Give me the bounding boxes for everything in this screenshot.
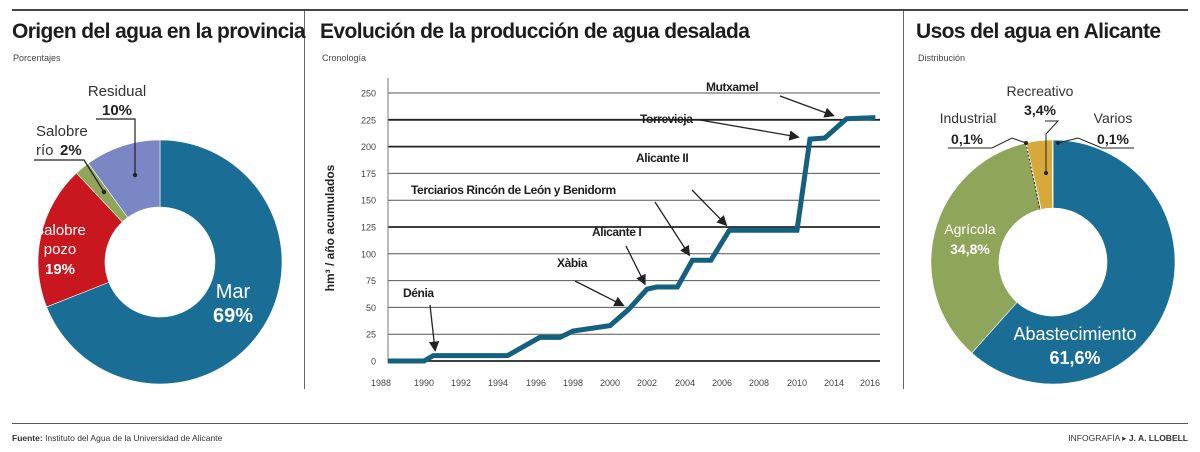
residual-leader-dot: [132, 172, 138, 178]
x-tick-label: 1994: [488, 378, 508, 388]
y-axis-label: hm³ / año acumulados: [323, 164, 337, 291]
top-rule: [12, 9, 1188, 11]
x-tick-label: 2010: [787, 378, 807, 388]
x-tick-label: 1992: [451, 378, 471, 388]
origin-donut-chart: Residual 10% Salobre río 2% Salobre pozo…: [34, 83, 283, 385]
annotation-terciarios-rincon-de-leon-y-benidorm: Terciarios Rincón de León y Benidorm: [411, 183, 616, 197]
x-tick-label: 1996: [526, 378, 546, 388]
residual-name-label: Residual: [88, 83, 146, 100]
mar-name-label: Mar: [216, 281, 251, 303]
x-tick-label: 1988: [371, 378, 391, 388]
y-tick-label: 225: [361, 115, 376, 125]
varios-value-label: 0,1%: [1097, 131, 1129, 147]
annotation-alicante-i: Alicante I: [592, 225, 641, 239]
credit-label: INFOGRAFÍA: [1068, 433, 1120, 443]
desalination-line-chart: 0 25 50 75 100 125 150 175 200 225 250 1988 1990 199…: [323, 78, 880, 388]
right-panel-subtitle: Distribución: [918, 53, 966, 63]
uses-donut-chart: Recreativo 3,4% Industrial 0,1% Varios 0…: [930, 83, 1176, 385]
industrial-leader-dot: [1024, 141, 1028, 145]
divider-right: [903, 11, 904, 389]
left-panel-subtitle: Porcentajes: [13, 53, 61, 63]
credit-name: J. A. LLOBELL: [1128, 433, 1188, 443]
salobre-pozo-sub-label: pozo: [44, 241, 77, 258]
y-tick-label: 200: [361, 142, 376, 152]
annotation-arrow: [428, 304, 440, 352]
x-tick-label: 1998: [563, 378, 583, 388]
abastecimiento-name-label: Abastecimiento: [1013, 324, 1136, 344]
agricola-value-label: 34,8%: [950, 241, 990, 257]
middle-panel-subtitle: Cronología: [322, 53, 367, 63]
annotation-arrow: [574, 280, 625, 307]
annotation-xabia: Xàbia: [557, 256, 588, 270]
recreativo-value-label: 3,4%: [1024, 102, 1056, 118]
y-tick-label: 175: [361, 169, 376, 179]
source-note: Fuente: Instituto del Agua de la Univers…: [12, 433, 222, 443]
source-text: Instituto del Agua de la Universidad de …: [42, 433, 223, 443]
slice-agricola: [930, 142, 1042, 354]
divider-left: [304, 11, 305, 389]
residual-value-label: 10%: [102, 102, 132, 119]
y-tick-label: 75: [366, 276, 376, 286]
annotation-arrow: [691, 189, 728, 227]
slice-residual: [87, 139, 161, 218]
industrial-value-label: 0,1%: [951, 131, 983, 147]
slice-varios: [1051, 139, 1054, 209]
y-tick-label: 50: [366, 303, 376, 313]
varios-name-label: Varios: [1094, 110, 1133, 126]
credit-note: INFOGRAFÍA ▸ J. A. LLOBELL: [1068, 433, 1188, 444]
y-tick-label: 0: [371, 357, 376, 367]
residual-leader-line: [96, 118, 136, 175]
y-tick-label: 250: [361, 89, 376, 99]
y-tick-label: 150: [361, 196, 376, 206]
right-panel-title: Usos del agua en Alicante: [916, 20, 1161, 43]
annotation-alicante-ii: Alicante II: [636, 151, 688, 165]
slice-abastecimiento: [971, 139, 1176, 385]
annotation-arrow: [699, 119, 800, 141]
left-panel-title: Origen del agua en la provincia: [12, 20, 306, 43]
salobre-rio-name-label: Salobre: [36, 123, 88, 140]
bottom-rule: [12, 423, 1188, 424]
industrial-name-label: Industrial: [940, 110, 997, 126]
annotation-arrow: [654, 201, 691, 257]
slice-salobre-pozo: [37, 172, 123, 308]
abastecimiento-value-label: 61,6%: [1049, 348, 1100, 368]
x-tick-label: 1990: [414, 378, 434, 388]
annotation-denia: Dénia: [403, 286, 434, 300]
x-tick-label: 2000: [600, 378, 620, 388]
source-label: Fuente:: [12, 433, 43, 443]
annotation-mutxamel: Mutxamel: [706, 80, 758, 94]
y-tick-label: 100: [361, 249, 376, 259]
salobre-pozo-value-label: 19%: [45, 261, 75, 278]
x-tick-label: 2004: [675, 378, 695, 388]
industrial-divider-dashed: [1025, 142, 1041, 211]
salobre-rio-leader-dot: [101, 189, 107, 195]
x-tick-label: 2016: [860, 378, 880, 388]
production-line: [388, 115, 876, 364]
x-tick-label: 2008: [749, 378, 769, 388]
salobre-pozo-name-label: Salobre: [34, 222, 86, 239]
y-tick-label: 25: [366, 330, 376, 340]
varios-leader-line: [1057, 137, 1134, 149]
industrial-leader-line: [948, 137, 1027, 149]
x-tick-label: 2014: [824, 378, 844, 388]
agricola-name-label: Agrícola: [944, 221, 996, 237]
salobre-rio-sub-label: río: [36, 142, 54, 159]
salobre-rio-value-label: 2%: [60, 142, 82, 159]
annotation-arrow: [779, 95, 835, 118]
varios-leader-dot: [1056, 141, 1060, 145]
credit-arrow-icon: ▸: [1122, 433, 1127, 443]
annotation-torrevieja: Torrevieja: [640, 112, 693, 126]
mar-value-label: 69%: [213, 305, 253, 327]
recreativo-leader-dot: [1044, 171, 1048, 175]
recreativo-leader-line: [1045, 120, 1060, 173]
x-tick-label: 2002: [637, 378, 657, 388]
slice-mar: [46, 139, 283, 385]
y-tick-label: 125: [361, 223, 376, 233]
middle-panel-title: Evolución de la producción de agua desal…: [320, 20, 750, 43]
annotation-arrow: [625, 245, 646, 286]
x-tick-label: 2006: [712, 378, 732, 388]
recreativo-name-label: Recreativo: [1007, 83, 1074, 99]
salobre-rio-leader-line: [34, 159, 105, 193]
